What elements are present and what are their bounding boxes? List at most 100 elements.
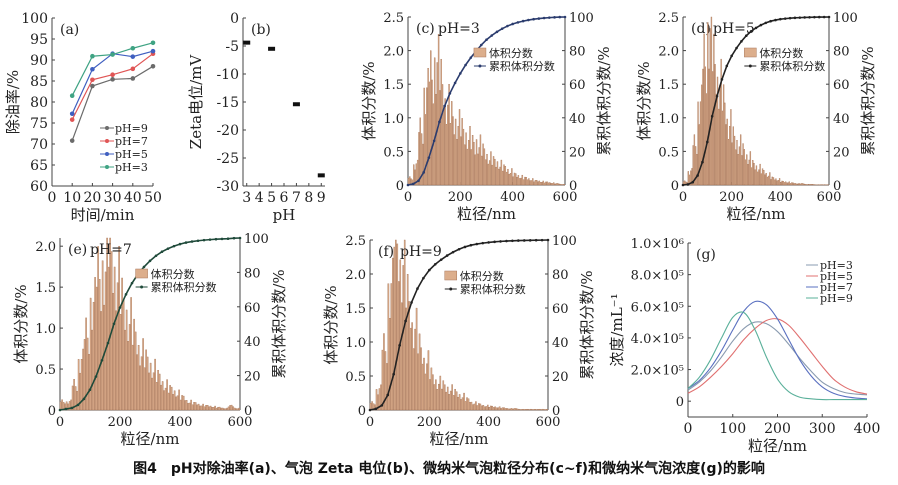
histogram-bar	[463, 392, 465, 411]
histogram-bar	[770, 179, 772, 186]
cumulative-point	[88, 388, 92, 392]
cumulative-point	[406, 183, 410, 187]
histogram-bar	[430, 367, 433, 411]
histogram-bar	[529, 180, 531, 186]
cumulative-point	[532, 17, 535, 21]
panel-label: (b)	[251, 22, 271, 38]
histogram-bar	[528, 178, 530, 186]
histogram-bar	[482, 143, 484, 186]
histogram-bar	[418, 132, 420, 186]
histogram-bar	[457, 126, 459, 186]
x-tick-label: 7	[292, 190, 301, 206]
x-tick-label: 0	[366, 415, 374, 430]
histogram-bar	[424, 114, 427, 186]
histogram-bar	[442, 380, 445, 411]
legend-label: 累积体积分数	[460, 282, 526, 296]
histogram-bar	[445, 391, 448, 411]
histogram-bar	[218, 406, 221, 411]
histogram-bar	[199, 405, 201, 411]
histogram-bar	[783, 182, 786, 186]
histogram-bar	[157, 369, 159, 411]
panel-label: (e)	[68, 242, 87, 258]
histogram-bar	[484, 159, 487, 186]
histogram-bar	[109, 237, 111, 411]
histogram-bar	[531, 409, 534, 411]
data-point	[69, 111, 75, 117]
histogram-bar	[558, 183, 560, 186]
histogram-bar	[220, 407, 222, 411]
y2-tick-label: 60	[244, 301, 261, 316]
y-tick-label: 65	[30, 158, 48, 174]
y-tick-label: 0	[396, 179, 404, 194]
x-tick-label: 200	[764, 421, 791, 437]
histogram-bar	[125, 309, 128, 411]
histogram-bar	[503, 407, 505, 411]
cumulative-point	[521, 19, 525, 23]
histogram-bar	[79, 372, 81, 411]
histogram-bar	[551, 183, 554, 186]
cumulative-point	[427, 156, 431, 159]
cumulative-point	[392, 372, 396, 376]
y-axis-label: 体积分数/%	[635, 61, 653, 140]
histogram-bar	[742, 143, 744, 186]
histogram-bar	[780, 182, 782, 186]
histogram-bar	[709, 28, 711, 186]
x-tick-label: 0	[48, 190, 57, 206]
histogram-bar	[122, 299, 125, 411]
histogram-bar	[541, 408, 544, 411]
histogram-bar	[441, 388, 443, 411]
cumulative-point	[100, 358, 104, 362]
x-tick-label: 10	[63, 190, 81, 206]
histogram-bar	[479, 134, 482, 186]
histogram-bar	[203, 406, 206, 411]
legend-marker	[748, 64, 752, 68]
y-tick-label: 1.0	[35, 322, 56, 337]
x-axis-label: 粒径/nm	[121, 430, 180, 448]
histogram-bar	[461, 397, 464, 411]
histogram-bar	[532, 409, 535, 411]
x-tick-label: 600	[228, 415, 253, 430]
histogram-bar	[423, 357, 425, 411]
histogram-bar	[520, 177, 522, 186]
legend-label: pH=3	[115, 161, 148, 174]
histogram-bar	[524, 176, 526, 186]
cumulative-point	[417, 179, 420, 183]
histogram-bar	[782, 180, 784, 186]
x-tick-label: 20	[83, 190, 101, 206]
y-tick-label: 2.0	[383, 45, 404, 60]
histogram-bar	[737, 154, 739, 186]
histogram-bar	[154, 358, 156, 411]
cumulative-point	[64, 407, 68, 411]
y2-tick-label: 60	[833, 78, 850, 93]
histogram-bar	[507, 168, 509, 186]
y-tick-label: 0.5	[383, 145, 404, 160]
legend-marker	[105, 139, 109, 143]
histogram-bar	[500, 159, 503, 186]
data-point	[130, 76, 136, 81]
histogram-bar	[221, 407, 224, 411]
histogram-bar	[495, 166, 497, 186]
histogram-bar	[786, 182, 788, 186]
histogram-bar	[190, 399, 192, 411]
histogram-bar	[67, 403, 69, 411]
data-point	[130, 54, 136, 59]
histogram-bar	[70, 399, 72, 411]
cumulative-point	[553, 16, 556, 19]
histogram-bar	[491, 164, 493, 186]
cumulative-point	[505, 239, 508, 243]
data-point	[90, 83, 95, 89]
legend-label: pH=7	[820, 281, 853, 294]
cumulative-point	[463, 245, 467, 249]
legend-label: 体积分数	[489, 46, 533, 60]
y2-tick-label: 20	[552, 370, 569, 385]
histogram-bar	[206, 405, 209, 411]
histogram-bar	[163, 390, 165, 411]
histogram-bar	[64, 403, 66, 411]
histogram-bar	[441, 84, 444, 186]
histogram-bar	[169, 385, 171, 411]
cumulative-point	[517, 239, 520, 242]
histogram-bar	[422, 143, 424, 186]
histogram-bar	[151, 377, 153, 411]
histogram-bar	[725, 124, 727, 186]
histogram-bar	[433, 384, 436, 411]
